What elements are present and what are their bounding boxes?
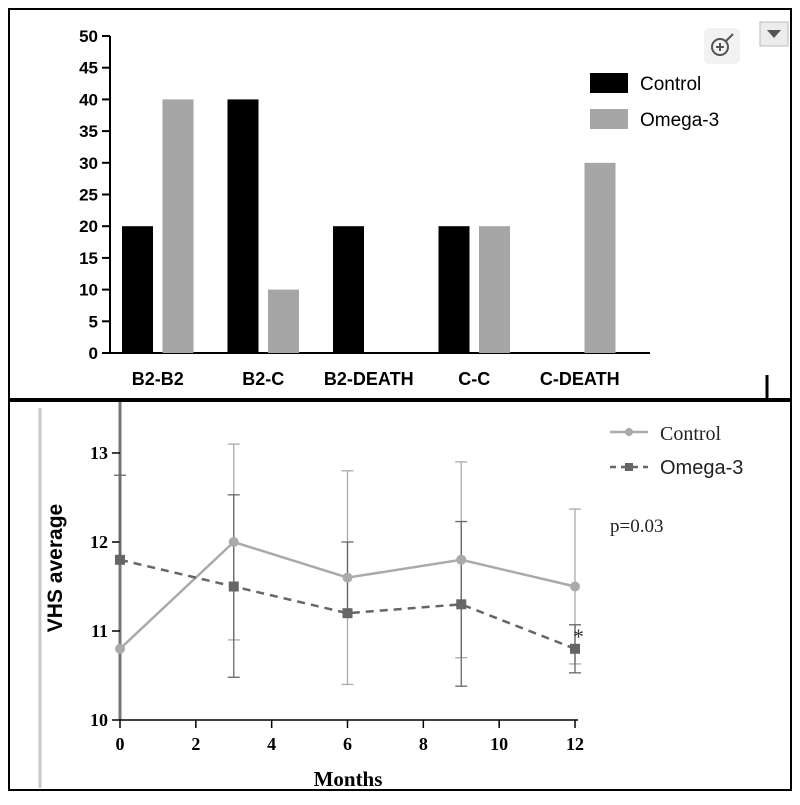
p-value-annotation: p=0.03 [610,516,663,537]
line-y-tick-label-10: 10 [90,710,108,730]
top-panel-border [8,8,792,400]
bar-y-tick-label-35: 35 [79,122,98,141]
bar-y-tick-label-40: 40 [79,90,98,109]
bar-control-b2-death [333,226,364,353]
bar-y-axis-ticks: 0 5 10 15 20 25 30 35 40 45 50 [79,27,110,363]
bar-y-tick-label-25: 25 [79,186,98,205]
line-series [115,537,580,654]
bar-y-tick-label-5: 5 [89,312,98,331]
line-y-tick-label-12: 12 [90,532,108,552]
legend-label-control-line: Control [660,423,722,445]
point-control-0 [115,643,125,654]
bottom-panel-border [8,400,792,791]
legend-swatch-control [590,73,628,93]
line-y-tick-label-11: 11 [91,621,108,641]
bar-marks [122,99,616,354]
bar-legend: Control Omega-3 [590,73,719,131]
point-omega-3-3 [228,581,239,592]
point-omega-3-0 [115,554,125,565]
bar-x-tick-label-b2-c: B2-C [242,369,284,389]
line-x-tick-label-4: 4 [267,734,276,754]
line-x-axis-ticks: 0 2 4 6 8 10 12 [116,720,584,754]
bar-x-tick-label-b2-death: B2-DEATH [324,369,414,389]
line-legend: Control Omega-3 [610,423,743,479]
bar-x-tick-label-c-c: C-C [458,369,490,389]
bar-y-tick-label-45: 45 [79,59,98,78]
bar-x-tick-label-c-death: C-DEATH [540,369,620,389]
line-x-tick-label-10: 10 [490,734,508,754]
legend-label-omega3: Omega-3 [640,110,719,131]
error-bars [114,443,581,687]
legend-swatch-omega3 [590,109,628,129]
line-chart: 10 11 12 13 0 2 4 6 8 10 12 VHS average Months Co… [38,402,743,791]
bar-omega-3-b2-c [268,289,299,353]
bar-control-b2-b2 [122,226,153,353]
bar-x-tick-label-b2-b2: B2-B2 [132,369,184,389]
point-control-12 [570,581,580,592]
bar-y-tick-label-20: 20 [79,217,98,236]
zoom-icon[interactable] [704,28,740,64]
line-x-tick-label-2: 2 [191,734,200,754]
bar-y-tick-label-0: 0 [89,344,98,363]
legend-marker-omega3 [625,463,633,471]
point-omega-3-9 [456,599,467,610]
point-omega-3-12 [570,643,580,654]
line-y-axis-ticks: 10 11 12 13 [90,443,120,730]
bar-omega-3-c-death [584,162,616,353]
line-y-tick-label-13: 13 [90,443,108,463]
bar-y-tick-label-10: 10 [79,281,98,300]
point-omega-3-6 [342,608,353,619]
legend-marker-control [625,428,633,436]
bar-y-tick-label-50: 50 [79,27,98,46]
legend-label-omega3-line: Omega-3 [660,457,743,479]
dropdown-arrow-icon[interactable] [759,21,789,47]
bar-y-tick-label-30: 30 [79,154,98,173]
bar-x-tick-labels: B2-B2 B2-C B2-DEATH C-C C-DEATH [132,369,620,389]
point-control-6 [342,572,353,583]
series-line-omega-3 [119,558,576,650]
line-x-tick-label-0: 0 [116,734,125,754]
bar-chart: 0 5 10 15 20 25 30 35 40 45 50 B2-B2 B2-C B2-DEATH C-… [79,21,789,398]
line-x-tick-label-6: 6 [343,734,352,754]
point-control-3 [228,537,239,547]
line-x-tick-label-8: 8 [419,734,428,754]
bar-omega-3-b2-b2 [162,99,194,354]
significance-asterisk: * [573,624,584,649]
y-axis-title: VHS average [44,504,67,632]
bar-y-tick-label-15: 15 [79,249,98,268]
bar-control-b2-c [227,99,259,354]
legend-label-control: Control [640,74,701,95]
point-control-9 [456,554,467,565]
bar-omega-3-c-c [479,226,510,353]
line-x-tick-label-12: 12 [566,734,584,754]
x-axis-title: Months [314,767,383,791]
bar-control-c-c [438,226,470,353]
